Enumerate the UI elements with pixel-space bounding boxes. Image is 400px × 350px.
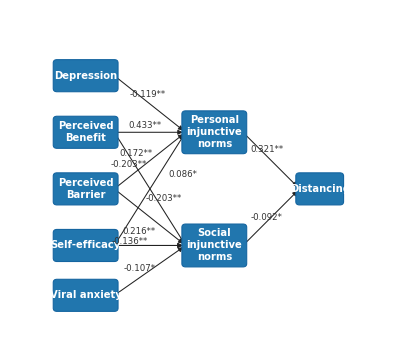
Text: 0.433**: 0.433**	[128, 121, 161, 130]
Text: 0.216**: 0.216**	[123, 227, 156, 236]
Text: Depression: Depression	[54, 71, 117, 81]
Text: Social
injunctive
norms: Social injunctive norms	[186, 229, 242, 262]
FancyBboxPatch shape	[53, 60, 118, 92]
Text: -0.119**: -0.119**	[130, 90, 166, 99]
Text: -0.136**: -0.136**	[112, 237, 148, 246]
Text: 0.086*: 0.086*	[169, 169, 198, 178]
FancyBboxPatch shape	[296, 173, 344, 205]
Text: Viral anxiety: Viral anxiety	[50, 290, 122, 300]
Text: Self-efficacy: Self-efficacy	[50, 240, 121, 251]
Text: -0.107*: -0.107*	[123, 264, 155, 273]
FancyBboxPatch shape	[182, 111, 247, 154]
FancyBboxPatch shape	[53, 116, 118, 148]
Text: 0.321**: 0.321**	[250, 145, 284, 154]
FancyBboxPatch shape	[53, 279, 118, 312]
Text: 0.172**: 0.172**	[120, 149, 153, 158]
Text: Perceived
Benefit: Perceived Benefit	[58, 121, 114, 143]
Text: -0.092*: -0.092*	[251, 213, 283, 222]
FancyBboxPatch shape	[53, 230, 118, 261]
Text: Distancing: Distancing	[290, 184, 350, 194]
FancyBboxPatch shape	[53, 173, 118, 205]
Text: Perceived
Barrier: Perceived Barrier	[58, 178, 114, 200]
Text: Personal
injunctive
norms: Personal injunctive norms	[186, 115, 242, 149]
Text: -0.203**: -0.203**	[146, 194, 182, 203]
FancyBboxPatch shape	[182, 224, 247, 267]
Text: -0.203**: -0.203**	[111, 160, 147, 169]
